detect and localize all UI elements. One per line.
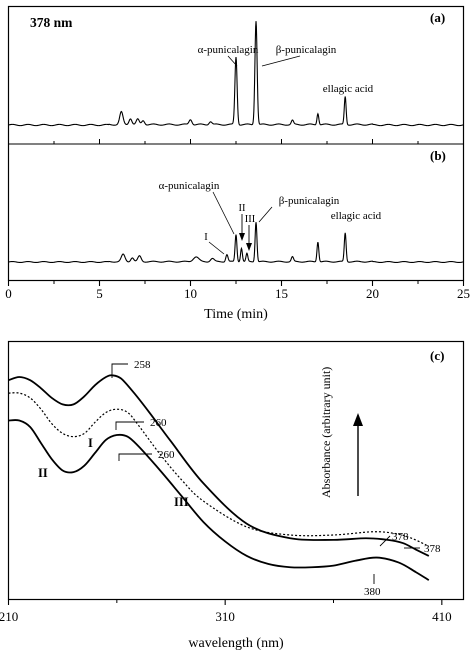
callout-378-dotted-leader	[379, 535, 391, 547]
wavelength-axis-label: wavelength (nm)	[188, 636, 284, 651]
time-axis-tick-label: 0	[5, 286, 12, 301]
time-axis-label: Time (min)	[204, 307, 268, 322]
peak-I-label: I	[204, 232, 208, 243]
callout-260-dotted: 260	[150, 417, 167, 429]
panel-a-wavelength-note: 378 nm	[30, 15, 73, 30]
chromatogram-a-trace	[8, 21, 464, 127]
time-axis: 0 5 10 15 20 25	[5, 280, 470, 301]
callout-258: 258	[134, 359, 151, 371]
uv-spectrum-frame	[7, 340, 465, 601]
wavelength-tick-label: 210	[0, 609, 18, 624]
panel-b-label: (b)	[430, 148, 446, 163]
callout-378-dotted: 378	[392, 531, 409, 543]
absorbance-arrowhead	[353, 413, 363, 426]
callout-380: 380	[364, 586, 381, 598]
wavelength-tick-label: 410	[432, 609, 452, 624]
callout-260-solid: 260	[158, 449, 175, 461]
uv-curve-I-dotted	[8, 392, 430, 547]
peak-III-arrowhead	[246, 243, 252, 251]
time-axis-tick-label: 5	[96, 286, 103, 301]
callout-258-leader	[111, 363, 128, 378]
absorbance-label: Absorbance (arbitrary unit)	[319, 367, 333, 498]
uv-curve-258	[8, 374, 430, 557]
panel-b-beta-label: β-punicalagin	[279, 195, 340, 207]
chromatogram-b-trace	[8, 222, 464, 264]
callout-260-solid-leader	[118, 453, 152, 461]
uv-curve-II	[8, 419, 430, 581]
callout-260-dotted-leader	[115, 421, 144, 430]
panel-b-beta-leader	[258, 206, 273, 223]
panel-c-label: (c)	[430, 348, 444, 363]
panel-a-label: (a)	[430, 10, 445, 25]
peak-II-label: II	[239, 203, 246, 214]
peak-II-arrowhead	[239, 233, 245, 241]
panel-a-alpha-label: α-punicalagin	[198, 44, 259, 56]
panel-b-alpha-label: α-punicalagin	[159, 180, 220, 192]
panel-a-ellagic-label: ellagic acid	[323, 83, 374, 95]
time-axis-tick-label: 10	[184, 286, 197, 301]
curve-label-III: III	[174, 495, 189, 509]
curve-label-I: I	[88, 436, 93, 450]
wavelength-axis: 210 310 410	[0, 599, 452, 624]
peak-I-leader	[208, 241, 225, 255]
panel-b-ellagic-label: ellagic acid	[331, 210, 382, 222]
wavelength-tick-label: 310	[215, 609, 235, 624]
time-axis-tick-label: 15	[275, 286, 288, 301]
panel-divider-ticks	[8, 139, 464, 144]
panel-a-beta-leader	[261, 55, 301, 67]
peak-III-label: III	[245, 214, 256, 225]
callout-378-solid: 378	[424, 543, 441, 555]
panel-b-alpha-leader	[212, 191, 235, 235]
curve-label-II: II	[38, 466, 48, 480]
time-axis-tick-label: 25	[457, 286, 470, 301]
time-axis-tick-label: 20	[366, 286, 379, 301]
panel-a-alpha-leader	[227, 55, 238, 67]
panel-a-beta-label: β-punicalagin	[276, 44, 337, 56]
